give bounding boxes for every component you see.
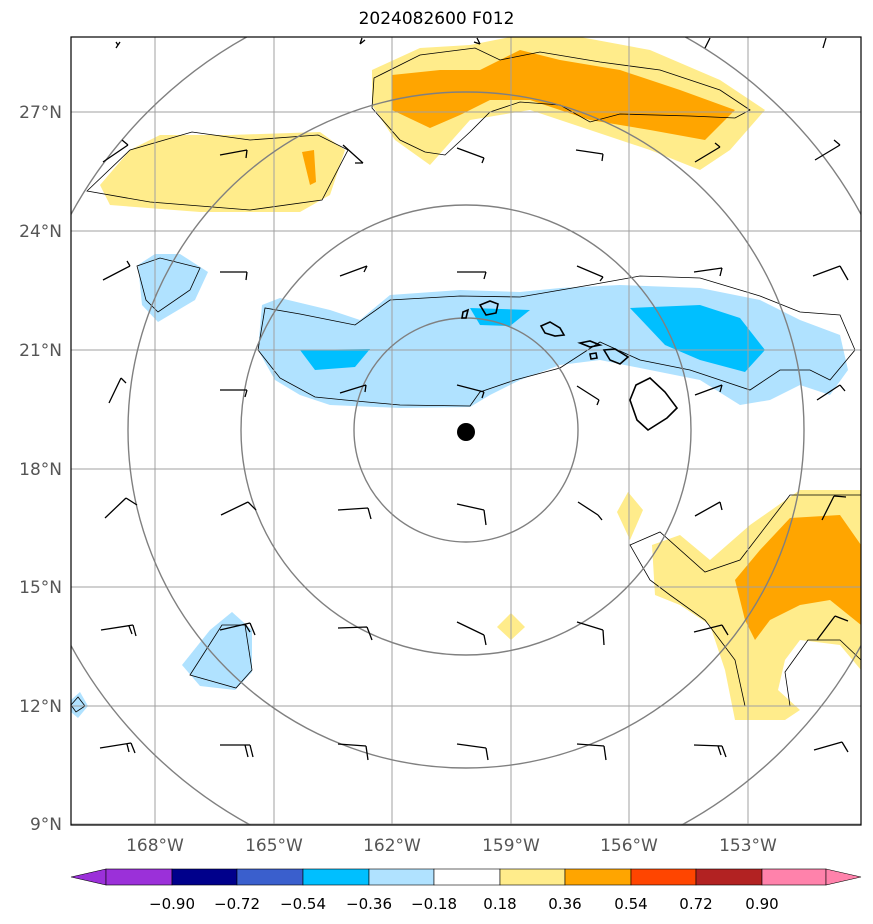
deep-negative-core: [300, 349, 370, 370]
negative-anomaly-region: [138, 254, 208, 322]
colorbar: [70, 868, 862, 886]
colorbar-ticks: −0.90 −0.72 −0.54 −0.36 −0.18 0.18 0.36 …: [149, 895, 779, 913]
anomaly-shading: [71, 37, 861, 720]
lat-tick-label: 27°N: [19, 103, 62, 123]
lon-tick-label: 168°W: [126, 836, 184, 856]
colorbar-tick-label: −0.18: [411, 895, 457, 913]
map-title: 2024082600 F012: [358, 9, 515, 29]
colorbar-segment: [433, 868, 501, 886]
lon-tick-label: 162°W: [363, 836, 421, 856]
lat-tick-label: 15°N: [19, 578, 62, 598]
wind-barbs: [99, 37, 849, 761]
positive-anomaly-region: [100, 132, 345, 212]
lon-tick-label: 159°W: [482, 836, 540, 856]
lat-lon-grid: [71, 37, 861, 825]
colorbar-extend-high: [825, 868, 862, 886]
colorbar-tick-label: −0.72: [214, 895, 260, 913]
colorbar-tick-label: 0.18: [483, 895, 516, 913]
orange-anomaly-core: [302, 150, 316, 185]
colorbar-segment: [564, 868, 632, 886]
colorbar-segment: [499, 868, 566, 886]
lon-axis: 168°W 165°W 162°W 159°W 156°W 153°W: [126, 836, 777, 856]
positive-anomaly-region: [617, 492, 643, 540]
map-area: [71, 37, 861, 825]
colorbar-segment: [171, 868, 238, 886]
lat-axis: 27°N 24°N 21°N 18°N 15°N 12°N 9°N: [19, 103, 62, 835]
colorbar-segment: [630, 868, 697, 886]
colorbar-segment: [105, 868, 173, 886]
colorbar-tick-label: −0.90: [149, 895, 195, 913]
colorbar-tick-label: 0.72: [679, 895, 712, 913]
colorbar-segment: [368, 868, 435, 886]
colorbar-tick-label: −0.54: [280, 895, 326, 913]
lat-tick-label: 18°N: [19, 460, 62, 480]
colorbar-segment: [695, 868, 763, 886]
map-frame: [70, 36, 862, 826]
storm-center-dot: [457, 423, 475, 441]
island-coastlines: [461, 300, 679, 432]
colorbar-tick-label: 0.36: [548, 895, 581, 913]
lon-tick-label: 156°W: [600, 836, 658, 856]
colorbar-tick-label: 0.90: [745, 895, 778, 913]
colorbar-segment: [236, 868, 304, 886]
lat-tick-label: 12°N: [19, 697, 62, 717]
negative-anomaly-region: [182, 612, 252, 690]
lon-tick-label: 153°W: [719, 836, 777, 856]
colorbar-tick-label: −0.36: [346, 895, 392, 913]
colorbar-segment: [302, 868, 370, 886]
lat-tick-label: 24°N: [19, 222, 62, 242]
lat-tick-label: 21°N: [19, 341, 62, 361]
colorbar-extend-low: [70, 868, 107, 886]
orange-anomaly-core: [735, 515, 861, 640]
colorbar-segment: [761, 868, 827, 886]
orange-anomaly-core: [392, 50, 735, 140]
negative-anomaly-region: [71, 692, 88, 718]
colorbar-tick-label: 0.54: [614, 895, 647, 913]
lat-tick-label: 9°N: [30, 815, 62, 835]
lon-tick-label: 165°W: [245, 836, 303, 856]
